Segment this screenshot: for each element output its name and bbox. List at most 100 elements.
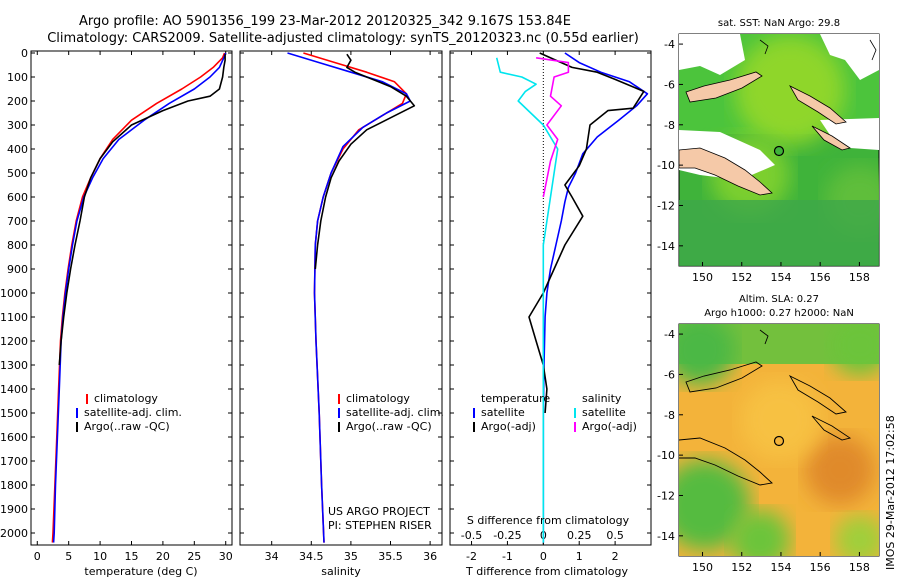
series-line-Argo(..raw -QC) bbox=[314, 53, 416, 270]
y-tick-label: 1400 bbox=[0, 383, 28, 396]
sst-missing-data bbox=[820, 34, 879, 80]
difference-legend: temperature salinity satellite Argo(-adj… bbox=[473, 392, 637, 433]
series-line-Argo(-adj) bbox=[528, 52, 645, 414]
map-y-tick-label: -8 bbox=[664, 409, 675, 422]
map-x-tick-label: 152 bbox=[731, 561, 752, 574]
series-line-Argo(..raw -QC) bbox=[58, 54, 226, 366]
y-tick-label: 1300 bbox=[0, 359, 28, 372]
map-y-tick-label: -4 bbox=[664, 38, 675, 51]
x-tick-label: 35 bbox=[344, 550, 358, 563]
land-new-britain bbox=[685, 71, 763, 103]
x2-tick-label: 0.25 bbox=[567, 529, 592, 542]
sla-map-title: Altim. SLA: 0.27 bbox=[739, 294, 819, 305]
land-solomon bbox=[788, 85, 847, 125]
sst-field bbox=[679, 34, 879, 266]
y-tick-label: 1200 bbox=[0, 335, 28, 348]
t-difference-axis-label: T difference from climatology bbox=[465, 565, 628, 578]
salinity-panel bbox=[239, 50, 443, 546]
legend-label-argo: Argo(..raw -QC) bbox=[84, 420, 170, 433]
sst-missing-data bbox=[679, 34, 745, 75]
map-axes: 150 152 154 156 158 -4 -6 -8 -10 -12 -14 150 152 154 1… bbox=[657, 38, 870, 574]
legend-label-sal-satellite: satellite bbox=[582, 406, 626, 419]
sla-map bbox=[678, 323, 880, 557]
project-credit: US ARGO PROJECT bbox=[328, 505, 430, 518]
x-tick-label: 1 bbox=[576, 550, 583, 563]
salinity-plot: 34 34.5 35 35.5 36 bbox=[240, 51, 442, 563]
map-x-tick-label: 156 bbox=[810, 561, 831, 574]
sst-map-title: sat. SST: NaN Argo: 29.8 bbox=[718, 18, 840, 29]
land-solomon bbox=[788, 374, 847, 415]
x-tick-label: 15 bbox=[125, 550, 139, 563]
land-papua bbox=[679, 147, 773, 196]
map-x-tick-label: 152 bbox=[731, 271, 752, 284]
y-tick-label: 1900 bbox=[0, 503, 28, 516]
salinity-axis-label: salinity bbox=[321, 565, 361, 578]
land-solomon-south bbox=[811, 125, 851, 151]
legend-label-climatology: climatology bbox=[346, 392, 410, 405]
map-y-tick-label: -8 bbox=[664, 119, 675, 132]
x-tick-label: 5 bbox=[65, 550, 72, 563]
y-tick-label: 1100 bbox=[0, 311, 28, 324]
legend-label-satellite: satellite-adj. clim. bbox=[346, 406, 444, 419]
map-y-tick-label: -12 bbox=[657, 489, 675, 502]
x2-tick-label: 0.5 bbox=[606, 529, 624, 542]
argo-location-marker bbox=[773, 145, 785, 157]
y-tick-label: 400 bbox=[7, 143, 28, 156]
sla-field bbox=[679, 324, 879, 556]
sla-map-subtitle: Argo h1000: 0.27 h2000: NaN bbox=[704, 308, 854, 319]
x-tick-label: 30 bbox=[219, 550, 233, 563]
map-y-tick-label: -6 bbox=[664, 78, 675, 91]
x2-tick-label: -0.5 bbox=[461, 529, 482, 542]
x-tick-label: -1 bbox=[502, 550, 513, 563]
y-tick-label: 1600 bbox=[0, 431, 28, 444]
y-tick-label: 1500 bbox=[0, 407, 28, 420]
series-line-satellite bbox=[542, 52, 649, 543]
map-y-tick-label: -12 bbox=[657, 199, 675, 212]
map-y-tick-label: -10 bbox=[657, 159, 675, 172]
x-tick-label: 36 bbox=[423, 550, 437, 563]
argo-location-marker bbox=[773, 435, 785, 447]
land-papua bbox=[679, 437, 773, 486]
y-tick-label: 900 bbox=[7, 263, 28, 276]
series-line-satellite-adj. clim. bbox=[287, 52, 412, 543]
y-tick-label: 500 bbox=[7, 167, 28, 180]
legend-label-temp-argo: Argo(-adj) bbox=[481, 420, 536, 433]
x2-tick-label: -0.25 bbox=[493, 529, 521, 542]
map-y-tick-label: -14 bbox=[657, 530, 675, 543]
difference-panel bbox=[449, 50, 652, 546]
x-tick-label: 34.5 bbox=[299, 550, 324, 563]
x-tick-label: 34 bbox=[265, 550, 279, 563]
legend-title-salinity: salinity bbox=[582, 392, 622, 405]
salinity-legend: climatology satellite-adj. clim. Argo(..… bbox=[328, 392, 444, 532]
x-tick-label: 10 bbox=[93, 550, 107, 563]
y-tick-label: 300 bbox=[7, 119, 28, 132]
legend-label-satellite: satellite-adj. clim. bbox=[84, 406, 182, 419]
temperature-axis-label: temperature (deg C) bbox=[84, 565, 197, 578]
header-line1: Argo profile: AO 5901356_199 23-Mar-2012… bbox=[79, 14, 571, 29]
pi-credit: PI: STEPHEN RISER bbox=[328, 519, 432, 532]
series-line-Argo(-adj) bbox=[535, 57, 570, 198]
land-solomon-south bbox=[811, 415, 852, 441]
legend-title-temperature: temperature bbox=[481, 392, 550, 405]
x-tick-label: 0 bbox=[34, 550, 41, 563]
x-tick-label: 20 bbox=[156, 550, 170, 563]
legend-label-argo: Argo(..raw -QC) bbox=[346, 420, 432, 433]
timestamp-stamp: IMOS 29-Mar-2012 17:02:58 bbox=[884, 415, 897, 570]
map-x-tick-label: 158 bbox=[849, 271, 870, 284]
y-tick-label: 2000 bbox=[0, 527, 28, 540]
map-x-tick-label: 158 bbox=[849, 561, 870, 574]
x-tick-label: 2 bbox=[612, 550, 619, 563]
map-y-tick-label: -14 bbox=[657, 240, 675, 253]
y-tick-label: 1700 bbox=[0, 455, 28, 468]
y-tick-label: 800 bbox=[7, 239, 28, 252]
difference-plot: -2 -1 0 1 2-0.5 -0.25 0 0.25 0.5 bbox=[450, 51, 651, 563]
legend-label-sal-argo: Argo(-adj) bbox=[582, 420, 637, 433]
y-tick-label: 600 bbox=[7, 191, 28, 204]
header-line2: Climatology: CARS2009. Satellite-adjuste… bbox=[47, 31, 639, 46]
sst-map bbox=[678, 33, 880, 267]
map-x-tick-label: 154 bbox=[770, 271, 791, 284]
legend-label-climatology: climatology bbox=[94, 392, 158, 405]
series-line-satellite-adj. clim. bbox=[52, 52, 227, 543]
series-line-satellite bbox=[495, 57, 559, 543]
